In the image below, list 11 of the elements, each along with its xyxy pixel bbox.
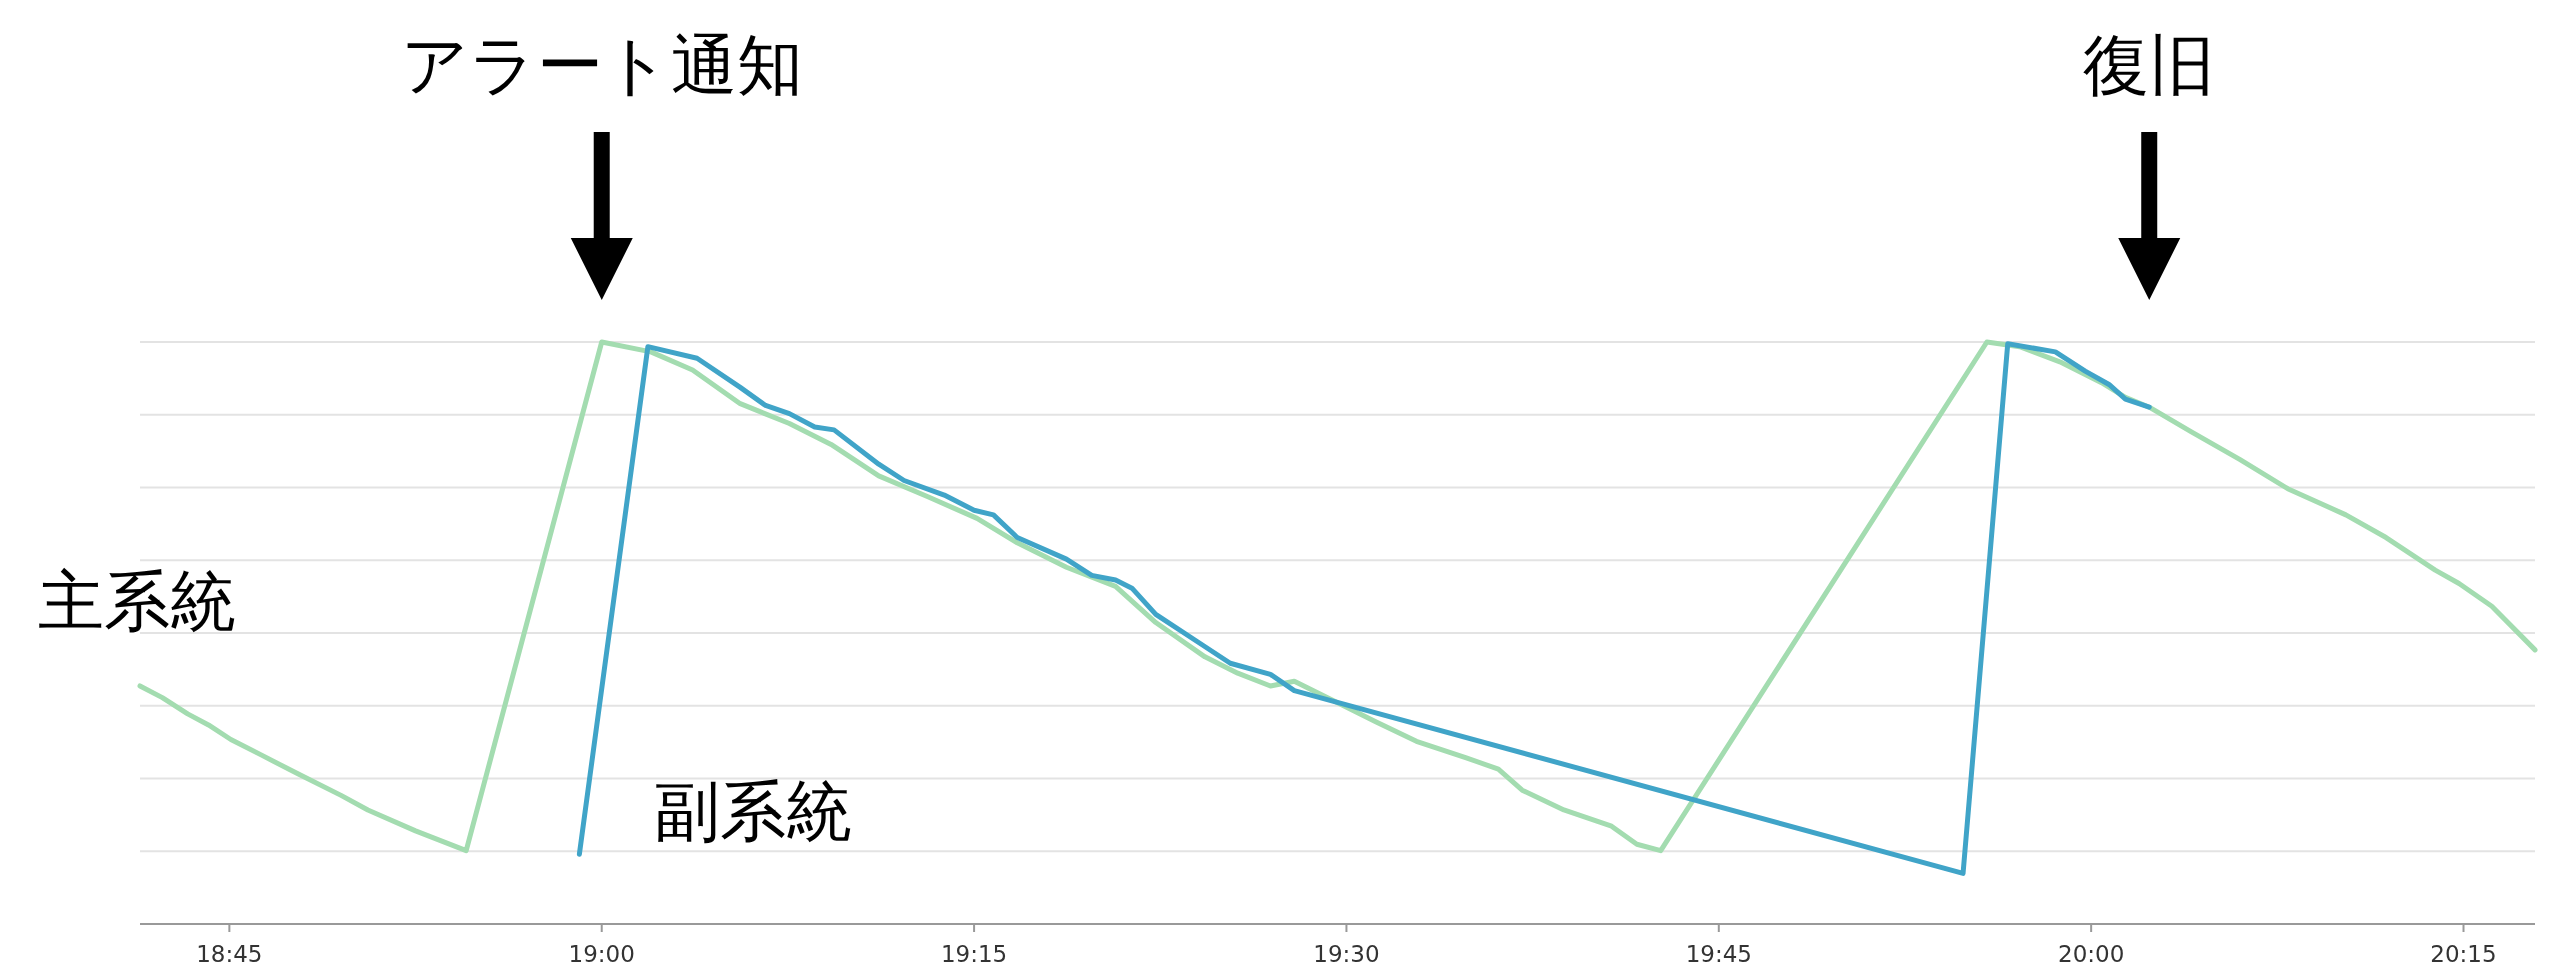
text: 復旧	[2083, 27, 2216, 104]
x-tick-label: 19:45	[1685, 941, 1752, 967]
series-label: 副系統	[654, 773, 853, 851]
text: アラート通知	[400, 27, 803, 104]
x-tick-label: 19:15	[940, 941, 1008, 967]
series-label: 主系統	[38, 562, 236, 640]
x-tick-label: 20:00	[2058, 941, 2125, 967]
x-tick-label: 19:00	[568, 941, 635, 967]
x-tick-label: 18:45	[196, 941, 263, 967]
x-tick-label: 19:30	[1313, 941, 1380, 967]
x-tick-label: 20:15	[2430, 941, 2497, 967]
